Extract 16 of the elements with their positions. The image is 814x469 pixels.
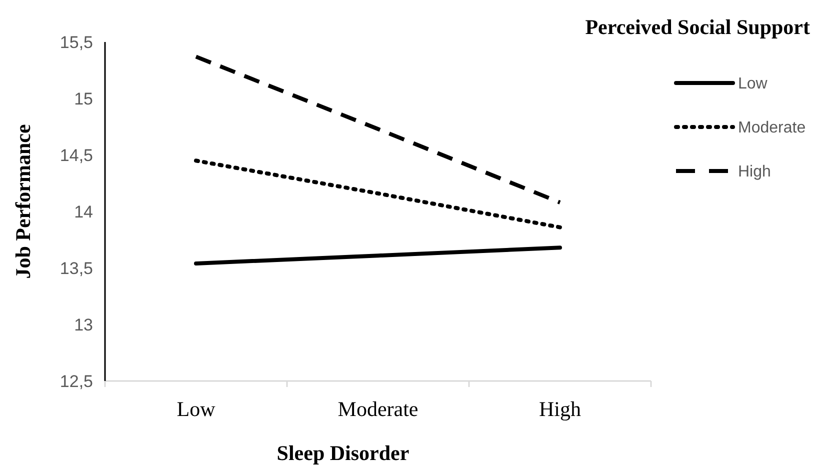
y-axis-title: Job Performance: [11, 124, 35, 279]
y-tick-label: 14,5: [60, 146, 93, 165]
y-tick-label: 13: [74, 315, 93, 334]
x-tick-label: Moderate: [338, 397, 418, 421]
legend-label: Low: [738, 76, 768, 93]
y-tick-label: 14: [74, 202, 93, 222]
x-tick-label: Low: [176, 397, 216, 421]
y-tick-label: 15,5: [60, 32, 93, 52]
x-tick-label: High: [539, 397, 582, 421]
x-axis-title: Sleep Disorder: [276, 441, 410, 465]
y-tick-label: 15: [74, 89, 93, 108]
y-tick-label: 12,5: [60, 372, 93, 391]
y-tick-label: 13,5: [60, 258, 93, 278]
legend-label: High: [738, 164, 771, 181]
legend-title: Perceived Social Support: [585, 15, 810, 39]
legend-label: Moderate: [738, 120, 806, 137]
